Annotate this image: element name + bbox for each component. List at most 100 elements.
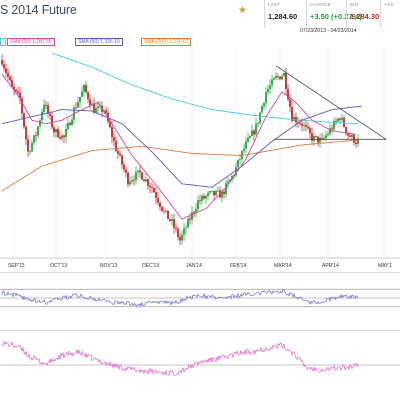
candle-body: [65, 128, 67, 138]
candle-body: [173, 219, 175, 228]
candle-body: [267, 89, 269, 93]
candle-body: [21, 98, 23, 114]
chart-title: S 2014 Future: [0, 3, 77, 17]
candle-body: [213, 190, 215, 196]
candle-body: [13, 86, 15, 90]
x-tick-label: SEP'13: [8, 263, 25, 269]
oscillator-line: [1, 288, 359, 307]
candle-body: [11, 80, 13, 87]
candle-body: [303, 125, 305, 126]
quote-bid-label: BID: [350, 2, 359, 7]
candle-body: [129, 181, 131, 185]
candle-body: [117, 151, 119, 154]
candle-body: [263, 102, 265, 107]
candle-body: [39, 120, 41, 127]
candle-body: [203, 195, 205, 199]
quote-last-value: 1,284.60: [268, 12, 298, 21]
candle-body: [305, 125, 307, 127]
candle-body: [149, 185, 151, 188]
sma50-line: [1, 105, 363, 188]
candle-body: [41, 111, 43, 121]
cyan-line: [51, 52, 359, 125]
candle-body: [191, 212, 193, 220]
candle-body: [309, 128, 311, 134]
candle-body: [33, 135, 35, 144]
candle-body: [135, 172, 137, 181]
price-chart[interactable]: SEP'13 OCT'13 NOV'13 DEC'13 JAN'14 FEB'14 MAR'…: [0, 46, 400, 271]
candle-body: [331, 128, 333, 130]
candle-body: [243, 148, 245, 151]
quote-ask: ASK: [380, 0, 400, 28]
candle-body: [51, 115, 53, 128]
candle-body: [351, 134, 353, 137]
candle-body: [329, 128, 331, 134]
candle-body: [45, 104, 47, 106]
star-icon[interactable]: ★: [238, 5, 247, 16]
candle-body: [335, 120, 337, 122]
candle-body: [163, 210, 165, 212]
candle-body: [279, 76, 281, 80]
x-tick-label: NOV'13: [100, 263, 118, 269]
candle-body: [307, 126, 309, 129]
date-range: 07/23/2013 - 04/23/2014: [300, 28, 357, 34]
candle-body: [197, 200, 199, 210]
x-tick-label: MAY'1: [378, 263, 392, 269]
candle-body: [299, 123, 301, 124]
candle-body: [71, 119, 73, 126]
candle-body: [25, 126, 27, 140]
candle-body: [323, 138, 325, 139]
candle-body: [145, 179, 147, 182]
candle-body: [251, 130, 253, 137]
candle-body: [201, 195, 203, 201]
quote-change-label: CHANGE: [310, 2, 332, 7]
candle-body: [119, 153, 121, 156]
legend-sma50[interactable]: SMA (50) 1,326.19: [75, 38, 123, 46]
candle-body: [75, 107, 77, 109]
candle-body: [289, 99, 291, 107]
candle-body: [337, 118, 339, 122]
candle-body: [187, 218, 189, 228]
candle-body: [79, 96, 81, 103]
quote-last-label: LAST: [268, 2, 281, 7]
candle-body: [141, 172, 143, 180]
candle-body: [15, 89, 17, 92]
candle-body: [333, 120, 335, 130]
legend-sma200[interactable]: SMA (200) 1,276.67: [141, 38, 192, 46]
candle-body: [223, 191, 225, 195]
candle-body: [179, 237, 181, 241]
x-tick-label: MAR'14: [274, 263, 292, 269]
candle-body: [301, 123, 303, 126]
sma20-line: [1, 74, 357, 220]
candle-body: [277, 75, 279, 77]
candle-body: [275, 75, 277, 79]
candle-body: [113, 137, 115, 141]
candle-body: [127, 172, 129, 185]
candle-body: [253, 130, 255, 135]
candle-body: [23, 113, 25, 127]
candle-body: [77, 102, 79, 108]
candle-body: [185, 227, 187, 229]
x-tick-label: FEB'14: [230, 263, 246, 269]
candle-body: [29, 151, 31, 153]
oscillator-1-panel[interactable]: [0, 272, 400, 324]
candle-body: [217, 190, 219, 192]
legend-sma20[interactable]: SMA (20) 1,287.58: [7, 38, 55, 46]
candle-body: [89, 99, 91, 105]
candle-body: [221, 191, 223, 198]
candle-body: [165, 210, 167, 212]
candle-body: [345, 126, 347, 133]
candle-body: [357, 139, 359, 144]
candle-body: [147, 179, 149, 186]
candle-body: [87, 92, 89, 100]
candle-body: [97, 106, 99, 109]
candle-body: [5, 68, 7, 73]
candle-body: [255, 124, 257, 135]
candle-body: [49, 113, 51, 116]
candle-body: [259, 112, 261, 123]
quote-last: LAST 1,284.60: [264, 0, 306, 28]
candle-body: [177, 228, 179, 238]
oscillator-2-panel[interactable]: [0, 330, 400, 398]
candle-body: [209, 191, 211, 193]
candle-body: [261, 106, 263, 113]
candle-body: [161, 207, 163, 211]
